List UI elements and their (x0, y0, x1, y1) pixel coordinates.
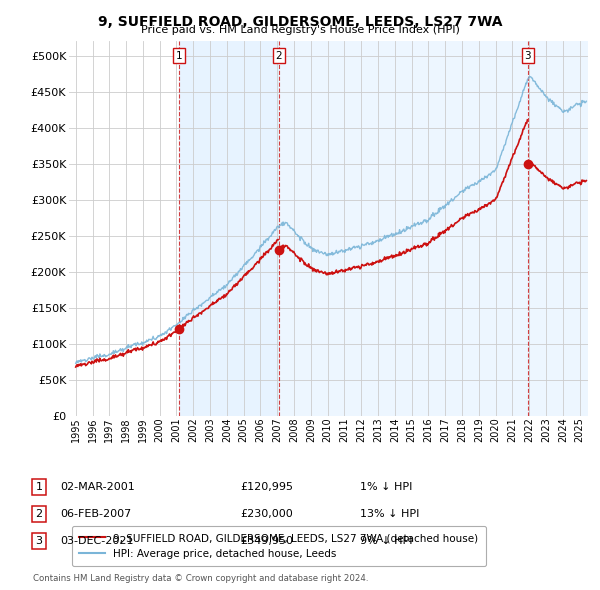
Text: 02-MAR-2001: 02-MAR-2001 (60, 482, 135, 491)
Text: Price paid vs. HM Land Registry's House Price Index (HPI): Price paid vs. HM Land Registry's House … (140, 25, 460, 35)
Text: 06-FEB-2007: 06-FEB-2007 (60, 509, 131, 519)
Text: 2: 2 (275, 51, 282, 61)
Text: £349,950: £349,950 (240, 536, 293, 546)
Text: £120,995: £120,995 (240, 482, 293, 491)
Text: 3: 3 (35, 536, 43, 546)
Text: 2: 2 (35, 509, 43, 519)
Legend: 9, SUFFIELD ROAD, GILDERSOME, LEEDS, LS27 7WA (detached house), HPI: Average pri: 9, SUFFIELD ROAD, GILDERSOME, LEEDS, LS2… (71, 526, 485, 566)
Text: 9% ↓ HPI: 9% ↓ HPI (360, 536, 413, 546)
Text: 9, SUFFIELD ROAD, GILDERSOME, LEEDS, LS27 7WA: 9, SUFFIELD ROAD, GILDERSOME, LEEDS, LS2… (98, 15, 502, 29)
Text: 1: 1 (176, 51, 182, 61)
Text: 1: 1 (35, 482, 43, 491)
Bar (179, 41, 279, 416)
Bar (279, 41, 528, 416)
Text: 1% ↓ HPI: 1% ↓ HPI (360, 482, 412, 491)
Text: Contains HM Land Registry data © Crown copyright and database right 2024.: Contains HM Land Registry data © Crown c… (33, 574, 368, 583)
Text: £230,000: £230,000 (240, 509, 293, 519)
Text: 13% ↓ HPI: 13% ↓ HPI (360, 509, 419, 519)
Bar (528, 41, 588, 416)
Text: 03-DEC-2021: 03-DEC-2021 (60, 536, 133, 546)
Text: 3: 3 (524, 51, 531, 61)
